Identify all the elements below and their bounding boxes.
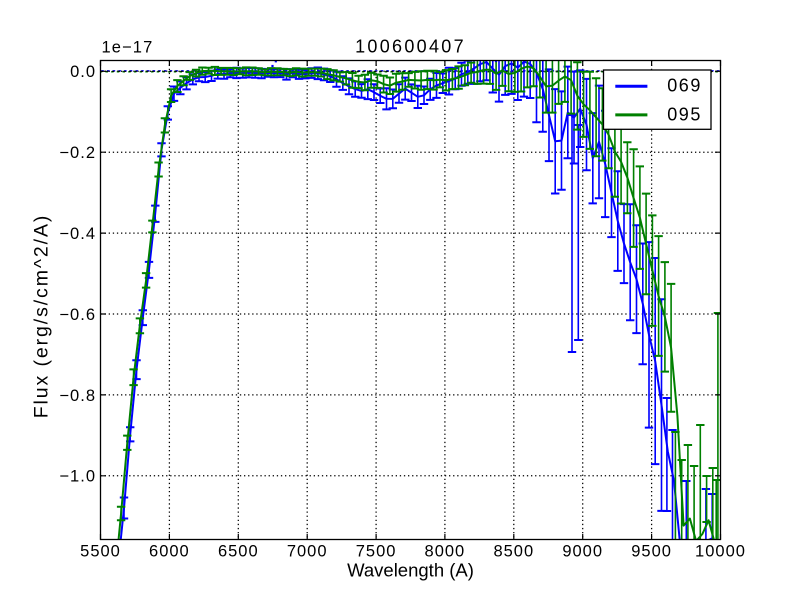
svg-text:−0.2: −0.2 [59,144,96,162]
svg-text:Wavelength (A): Wavelength (A) [347,560,474,581]
svg-text:−0.8: −0.8 [59,387,96,405]
svg-text:8500: 8500 [493,543,534,561]
svg-text:1e−17: 1e−17 [102,38,154,56]
svg-text:5500: 5500 [80,543,121,561]
svg-text:7500: 7500 [356,543,397,561]
svg-text:8000: 8000 [425,543,466,561]
svg-text:−0.4: −0.4 [59,225,96,243]
svg-text:7000: 7000 [287,543,328,561]
svg-text:−0.6: −0.6 [59,306,96,324]
svg-text:095: 095 [667,104,702,124]
svg-text:9000: 9000 [562,543,603,561]
svg-text:100600407: 100600407 [355,36,466,56]
svg-text:10000: 10000 [695,543,746,561]
svg-text:Flux (erg/s/cm^2/A): Flux (erg/s/cm^2/A) [31,214,53,419]
svg-text:6000: 6000 [149,543,190,561]
svg-text:6500: 6500 [218,543,259,561]
svg-text:069: 069 [667,76,702,96]
svg-text:0.0: 0.0 [70,63,96,81]
svg-text:9500: 9500 [631,543,672,561]
svg-text:−1.0: −1.0 [59,468,96,486]
